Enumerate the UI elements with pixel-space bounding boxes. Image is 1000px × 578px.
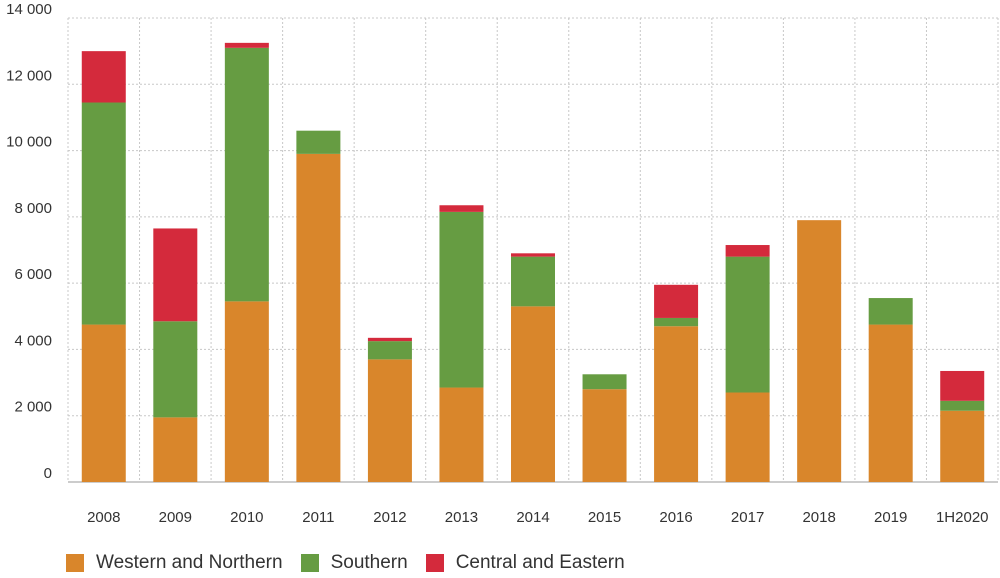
bar-segment-southern-2015 xyxy=(582,374,627,390)
x-tick-label: 2018 xyxy=(802,509,835,526)
legend-swatch-central-eastern xyxy=(425,554,444,572)
y-tick-label: 14 000 xyxy=(6,1,52,18)
bar-segment-southern-2017 xyxy=(725,256,770,393)
bar-segment-central-and-eastern-2010 xyxy=(224,42,269,48)
bar-segment-western-and-northern-2010 xyxy=(224,301,269,482)
bars-layer xyxy=(81,42,985,482)
bar-segment-central-and-eastern-2012 xyxy=(367,337,412,342)
bar-segment-southern-2016 xyxy=(654,317,699,327)
bar-segment-central-and-eastern-2008 xyxy=(81,51,126,103)
x-tick-label: 1H2020 xyxy=(936,509,989,526)
legend-label-western-northern: Western and Northern xyxy=(96,552,283,573)
x-tick-label: 2009 xyxy=(159,509,192,526)
bar-segment-western-and-northern-2014 xyxy=(511,306,555,482)
x-tick-label: 2015 xyxy=(588,509,621,526)
bar-segment-southern-2012 xyxy=(367,341,412,360)
y-axis-ticks: 0 2 000 4 000 6 000 8 000 10 000 12 000 14 000 xyxy=(6,1,52,482)
x-tick-label: 2008 xyxy=(87,509,120,526)
y-tick-label: 4 000 xyxy=(14,332,52,349)
bar-segment-western-and-northern-2011 xyxy=(296,153,341,482)
bar-segment-central-and-eastern-2013 xyxy=(439,205,484,212)
bar-segment-western-and-northern-2018 xyxy=(797,220,842,482)
legend-item-southern: Southern xyxy=(300,552,408,574)
y-tick-label: 6 000 xyxy=(14,266,52,283)
legend-swatch-southern xyxy=(300,554,319,572)
y-tick-label: 10 000 xyxy=(6,134,52,151)
bar-segment-southern-2010 xyxy=(224,47,269,302)
legend-swatch-western-northern xyxy=(66,554,84,572)
x-tick-label: 2011 xyxy=(302,509,334,526)
x-tick-label: 2013 xyxy=(445,509,478,526)
legend-item-western-northern: Western and Northern xyxy=(66,552,283,574)
bar-segment-southern-1h2020 xyxy=(940,400,985,411)
x-tick-label: 2017 xyxy=(731,509,764,526)
bar-segment-western-and-northern-2009 xyxy=(153,417,198,482)
bar-segment-central-and-eastern-2009 xyxy=(153,228,198,322)
x-tick-label: 2010 xyxy=(230,509,263,526)
bar-segment-western-and-northern-2015 xyxy=(582,389,627,482)
bar-segment-central-and-eastern-2017 xyxy=(725,245,770,257)
bar-segment-western-and-northern-2019 xyxy=(868,324,913,482)
y-tick-label: 12 000 xyxy=(6,67,52,84)
x-axis-ticks: 2008 2009 2010 2011 2012 2013 2014 2015 2016 2017… xyxy=(87,509,988,526)
x-tick-label: 2016 xyxy=(659,509,692,526)
bar-segment-central-and-eastern-2016 xyxy=(654,284,699,318)
legend-item-central-eastern: Central and Eastern xyxy=(425,552,625,574)
bar-segment-western-and-northern-2016 xyxy=(654,326,699,482)
bar-segment-western-and-northern-1h2020 xyxy=(940,410,985,482)
x-tick-label: 2019 xyxy=(874,509,907,526)
y-tick-label: 8 000 xyxy=(14,200,52,217)
legend-label-southern: Southern xyxy=(330,552,408,573)
bar-segment-southern-2008 xyxy=(81,102,126,325)
bar-segment-western-and-northern-2017 xyxy=(725,392,770,482)
bar-segment-southern-2011 xyxy=(296,130,341,154)
x-tick-label: 2014 xyxy=(516,509,549,526)
y-tick-label: 2 000 xyxy=(14,399,52,416)
legend-label-central-eastern: Central and Eastern xyxy=(455,552,625,573)
x-tick-label: 2012 xyxy=(373,509,406,526)
bar-segment-western-and-northern-2008 xyxy=(81,324,126,482)
bar-segment-southern-2014 xyxy=(511,256,555,307)
y-tick-label: 0 xyxy=(44,465,52,482)
bar-segment-southern-2013 xyxy=(439,211,484,388)
bar-segment-southern-2019 xyxy=(868,298,913,325)
legend: Western and Northern Southern Central an… xyxy=(66,548,643,578)
bar-segment-southern-2009 xyxy=(153,321,198,418)
bar-segment-western-and-northern-2013 xyxy=(439,387,484,482)
bar-segment-western-and-northern-2012 xyxy=(367,359,412,482)
bar-segment-central-and-eastern-2014 xyxy=(511,253,555,257)
bar-segment-central-and-eastern-1h2020 xyxy=(940,370,985,401)
